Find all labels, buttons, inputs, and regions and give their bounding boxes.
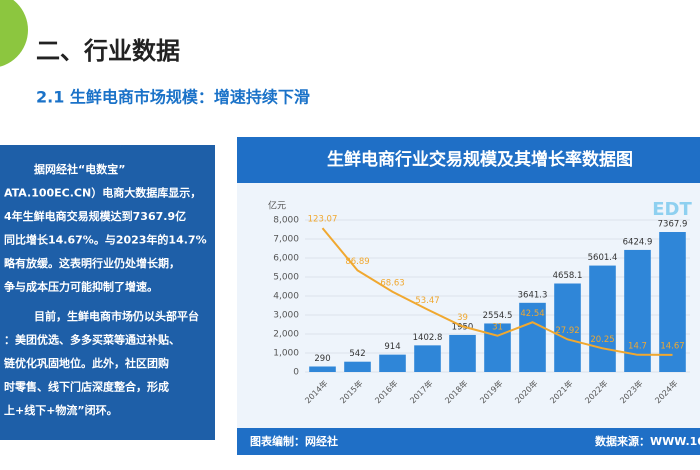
bar bbox=[344, 361, 371, 372]
line-value-label: 53.47 bbox=[415, 296, 439, 306]
side-text-line: 争与成本压力可能抑制了增速。 bbox=[4, 280, 158, 294]
side-text-line: 目前，生鲜电商市场仍以头部平台 bbox=[34, 309, 199, 323]
bar-value-label: 5601.4 bbox=[588, 253, 618, 263]
y-tick-label: 5,000 bbox=[273, 273, 299, 283]
bar-value-label: 914 bbox=[384, 342, 400, 352]
side-text-line: 略有放缓。这表明行业仍处增长期， bbox=[4, 256, 180, 270]
side-text-line: ：美团优选、多多买菜等通过补贴、 bbox=[4, 333, 180, 347]
bar-value-label: 4658.1 bbox=[553, 271, 583, 281]
bar-value-label: 3641.3 bbox=[518, 290, 548, 300]
bar-value-label: 7367.9 bbox=[658, 220, 688, 230]
growth-line bbox=[321, 227, 673, 356]
line-value-label: 14.7 bbox=[628, 341, 647, 351]
bar bbox=[379, 354, 406, 372]
line-value-label: 14.67 bbox=[660, 341, 684, 351]
y-tick-label: 4,000 bbox=[273, 292, 299, 302]
decor-circle bbox=[0, 0, 28, 67]
footer-left: 图表编制：网经社 bbox=[250, 434, 338, 448]
side-text-line: 同比增长14.67%。与2023年的14.7% bbox=[4, 233, 207, 247]
line-value-label: 123.07 bbox=[308, 215, 338, 225]
side-text-line: ATA.100EC.CN）电商大数据库显示， bbox=[4, 186, 201, 200]
bar-value-label: 1950 bbox=[452, 322, 474, 332]
bar bbox=[414, 345, 441, 372]
logo: EDT bbox=[652, 199, 692, 220]
bar-value-label: 2554.5 bbox=[483, 311, 513, 321]
bar-value-label: 542 bbox=[349, 349, 365, 359]
bar bbox=[659, 232, 686, 372]
chart-footer bbox=[237, 428, 700, 455]
slide-subtitle: 2.1 生鲜电商市场规模：增速持续下滑 bbox=[36, 88, 310, 107]
bar bbox=[519, 302, 546, 372]
line-value-label: 68.63 bbox=[380, 278, 404, 288]
bar bbox=[589, 265, 616, 372]
bar-value-label: 290 bbox=[314, 354, 330, 364]
slide-title: 二、行业数据 bbox=[36, 37, 180, 65]
line-value-label: 31 bbox=[492, 322, 503, 332]
y-tick-label: 1,000 bbox=[273, 349, 299, 359]
y-tick-label: 7,000 bbox=[273, 235, 299, 245]
side-text-line: 链优化巩固地位。此外，社区团购 bbox=[4, 356, 169, 370]
line-value-label: 27.92 bbox=[555, 326, 579, 336]
y-tick-label: 3,000 bbox=[273, 311, 299, 321]
chart-title: 生鲜电商行业交易规模及其增长率数据图 bbox=[327, 149, 633, 170]
line-value-label: 86.89 bbox=[345, 257, 369, 267]
side-text-line: 4年生鲜电商交易规模达到7367.9亿 bbox=[4, 209, 186, 223]
bar bbox=[309, 366, 336, 372]
footer-right: 数据来源：WWW.10 bbox=[595, 434, 700, 448]
line-value-label: 42.54 bbox=[520, 309, 544, 319]
side-text-line: 时零售、线下门店深度整合，形成 bbox=[4, 380, 169, 394]
y-tick-label: 0 bbox=[293, 368, 299, 378]
bar bbox=[624, 249, 651, 372]
bar-value-label: 6424.9 bbox=[623, 237, 653, 247]
y-tick-label: 6,000 bbox=[273, 254, 299, 264]
y-tick-label: 8,000 bbox=[273, 216, 299, 226]
bar bbox=[554, 283, 581, 372]
line-value-label: 39 bbox=[457, 313, 468, 323]
side-text-line: 上+线下+物流”闭环。 bbox=[4, 403, 118, 417]
bar bbox=[449, 334, 476, 372]
y-axis-label: 亿元 bbox=[268, 200, 286, 212]
text-panel bbox=[0, 145, 215, 440]
chart-header bbox=[237, 137, 700, 183]
bar-value-label: 1402.8 bbox=[413, 333, 443, 343]
y-tick-label: 2,000 bbox=[273, 330, 299, 340]
line-value-label: 20.25 bbox=[590, 335, 614, 345]
side-text-line: 据网经社“电数宝” bbox=[34, 162, 125, 176]
